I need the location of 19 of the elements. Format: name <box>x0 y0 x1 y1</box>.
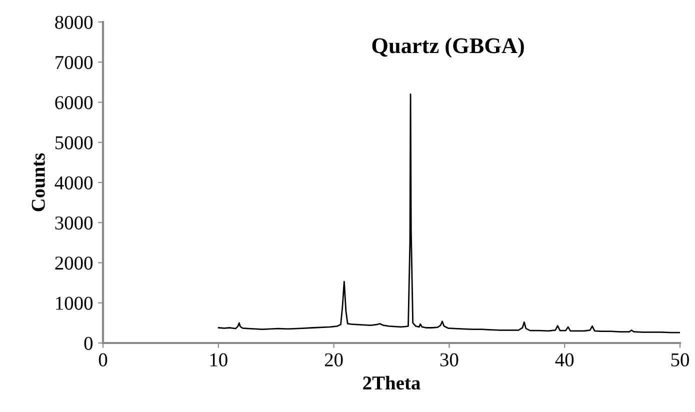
y-tick-label: 3000 <box>55 216 93 230</box>
y-tick-label: 5000 <box>56 136 93 150</box>
x-tick-label: 30 <box>440 353 458 366</box>
y-tick-label: 1000 <box>56 296 93 310</box>
x-axis-title: 2Theta <box>363 376 420 390</box>
x-tick-label: 40 <box>555 353 574 366</box>
y-tick-label: 0 <box>84 336 93 350</box>
y-tick-label: 8000 <box>55 16 93 29</box>
y-tick-label: 2000 <box>55 256 93 270</box>
x-tick-label: 50 <box>671 353 689 366</box>
annotation: Quartz (GBGA) <box>372 38 524 58</box>
y-axis-title: Counts <box>32 153 45 212</box>
y-tick-label: 7000 <box>56 56 93 70</box>
x-tick-label: 0 <box>98 353 108 366</box>
y-tick-label: 4000 <box>54 176 93 190</box>
y-tick-label: 6000 <box>55 96 93 110</box>
x-tick-label: 10 <box>210 353 228 366</box>
x-tick-label: 20 <box>324 353 343 366</box>
line-series <box>218 94 680 334</box>
